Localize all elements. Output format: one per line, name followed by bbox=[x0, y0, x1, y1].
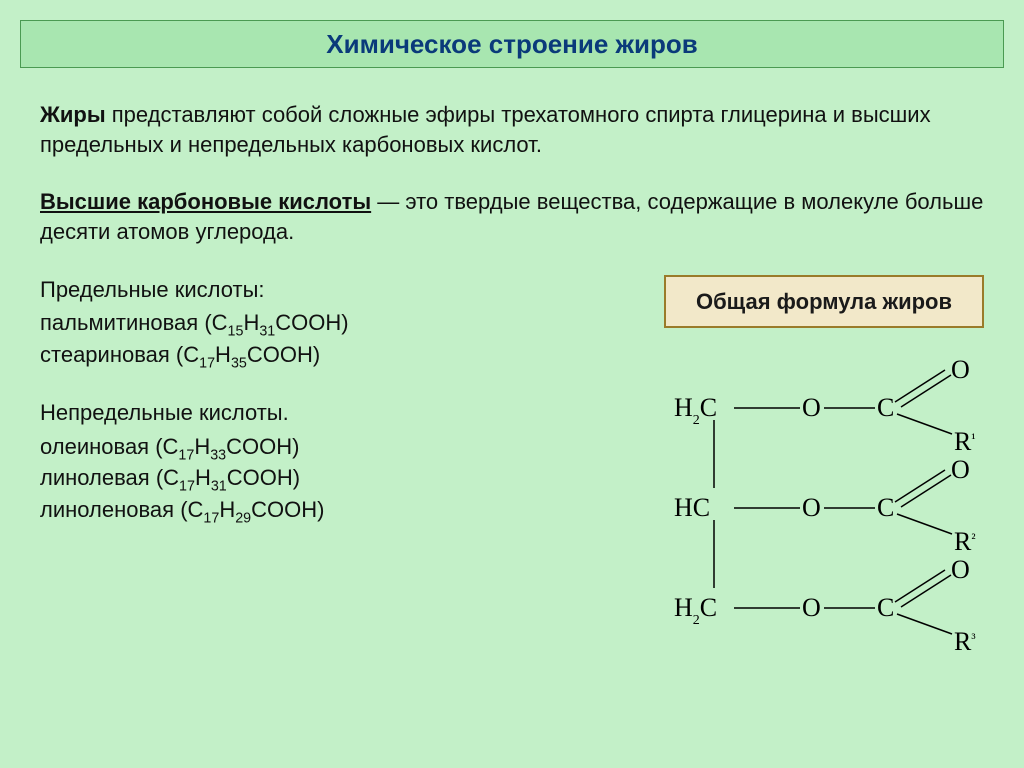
title-bar: Химическое строение жиров bbox=[20, 20, 1004, 68]
svg-text:O: O bbox=[951, 358, 970, 384]
svg-text:C: C bbox=[877, 393, 894, 422]
higher-acids-bold: Высшие карбоновые кислоты bbox=[40, 189, 371, 214]
svg-text:R¹: R¹ bbox=[954, 427, 976, 456]
definition-bold: Жиры bbox=[40, 102, 106, 127]
svg-text:O: O bbox=[802, 493, 821, 522]
definition-paragraph: Жиры представляют собой сложные эфиры тр… bbox=[40, 100, 984, 159]
acid-line: линолевая (C17H31COOH) bbox=[40, 463, 539, 493]
acid-line: стеариновая (C17H35COOH) bbox=[40, 340, 539, 370]
acids-column: Предельные кислоты: пальмитиновая (C15H3… bbox=[40, 275, 539, 659]
acid-line: линоленовая (C17H29COOH) bbox=[40, 495, 539, 525]
svg-text:C: C bbox=[877, 593, 894, 622]
svg-text:O: O bbox=[802, 393, 821, 422]
page-title: Химическое строение жиров bbox=[326, 29, 697, 60]
formula-label: Общая формула жиров bbox=[696, 289, 952, 314]
svg-text:C: C bbox=[877, 493, 894, 522]
triglyceride-structure: H2COCOR¹HCOCOR²H2COCOR³ bbox=[664, 358, 984, 658]
acid-line: олеиновая (C17H33COOH) bbox=[40, 432, 539, 462]
definition-rest: представляют собой сложные эфиры трехато… bbox=[40, 102, 931, 157]
saturated-heading: Предельные кислоты: bbox=[40, 275, 539, 305]
svg-text:R³: R³ bbox=[954, 627, 976, 656]
svg-text:O: O bbox=[951, 455, 970, 484]
svg-text:O: O bbox=[802, 593, 821, 622]
svg-text:R²: R² bbox=[954, 527, 976, 556]
acid-line: пальмитиновая (C15H31COOH) bbox=[40, 308, 539, 338]
unsaturated-heading: Непредельные кислоты. bbox=[40, 398, 539, 428]
formula-column: Общая формула жиров H2COCOR¹HCOCOR²H2COC… bbox=[559, 275, 984, 659]
columns: Предельные кислоты: пальмитиновая (C15H3… bbox=[40, 275, 984, 659]
formula-label-box: Общая формула жиров bbox=[664, 275, 984, 329]
svg-text:HC: HC bbox=[674, 493, 710, 522]
svg-text:H2C: H2C bbox=[674, 593, 717, 628]
svg-text:H2C: H2C bbox=[674, 393, 717, 428]
structure-svg: H2COCOR¹HCOCOR²H2COCOR³ bbox=[664, 358, 984, 658]
svg-text:O: O bbox=[951, 555, 970, 584]
higher-acids-paragraph: Высшие карбоновые кислоты — это твердые … bbox=[40, 187, 984, 246]
content-area: Жиры представляют собой сложные эфиры тр… bbox=[40, 100, 984, 658]
